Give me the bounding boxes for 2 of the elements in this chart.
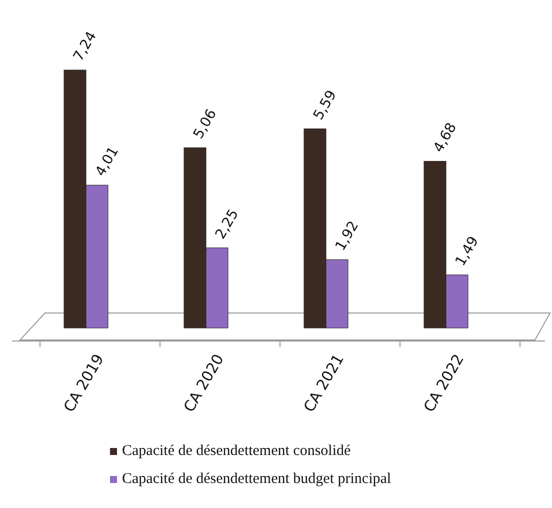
legend-label: Capacité de désendettement consolidé (122, 443, 352, 459)
legend-label: Capacité de désendettement budget principal (122, 471, 392, 487)
